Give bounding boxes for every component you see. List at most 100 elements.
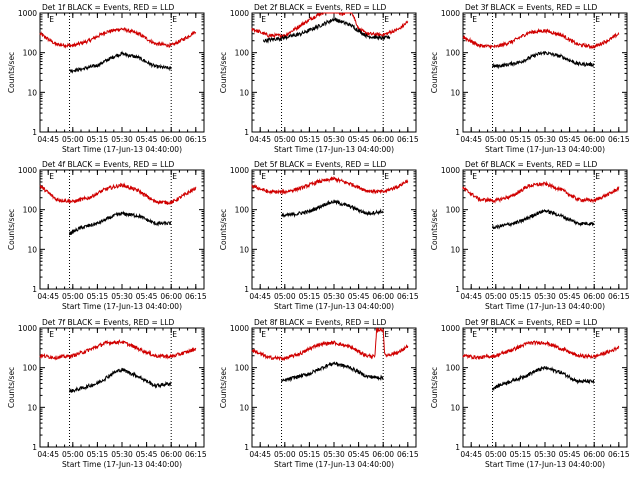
- plot-frame: [39, 12, 205, 133]
- y-tick-label: 1000: [18, 166, 37, 175]
- x-tick-label: 06:00: [583, 135, 605, 144]
- series-line: [39, 339, 197, 361]
- x-tick-label: 05:30: [111, 292, 133, 301]
- y-tick-label: 10: [239, 403, 249, 412]
- marker-label: E: [384, 15, 389, 24]
- y-tick-label: 100: [23, 49, 38, 58]
- x-axis-label: Start Time (17-Jun-13 04:40:00): [62, 460, 182, 469]
- panel-title: Det 4f BLACK = Events, RED = LLD: [42, 160, 175, 169]
- series-line: [39, 27, 197, 49]
- y-tick-label: 1000: [441, 324, 460, 333]
- x-tick-label: 05:30: [111, 450, 133, 459]
- y-tick-label: 1000: [441, 166, 460, 175]
- x-tick-label: 05:15: [87, 292, 109, 301]
- detector-panel: Det 9f BLACK = Events, RED = LLD 1 10 100 10…: [430, 318, 630, 469]
- x-tick-label: 05:15: [299, 292, 321, 301]
- y-tick-label: 1000: [230, 9, 249, 18]
- plot-frame: [251, 12, 417, 133]
- y-tick-label: 1: [244, 443, 249, 452]
- x-tick-label: 05:45: [348, 135, 370, 144]
- y-tick-label: 1000: [230, 324, 249, 333]
- x-tick-label: 05:00: [62, 135, 84, 144]
- marker-label: E: [172, 172, 177, 181]
- x-tick-label: 05:45: [348, 450, 370, 459]
- x-axis-label: Start Time (17-Jun-13 04:40:00): [62, 145, 182, 154]
- marker-label: E: [261, 330, 266, 339]
- y-tick-label: 1000: [230, 166, 249, 175]
- x-tick-label: 05:00: [274, 292, 296, 301]
- panel-title: Det 7f BLACK = Events, RED = LLD: [42, 318, 175, 327]
- y-tick-label: 1000: [441, 9, 460, 18]
- panel-title: Det 1f BLACK = Events, RED = LLD: [42, 3, 175, 12]
- x-tick-label: 05:15: [510, 450, 532, 459]
- x-tick-label: 05:30: [323, 450, 345, 459]
- detector-panel: Det 7f BLACK = Events, RED = LLD 1 10 100 10…: [7, 318, 207, 469]
- x-tick-label: 06:00: [583, 450, 605, 459]
- x-tick-label: 05:30: [534, 450, 556, 459]
- x-tick-label: 06:15: [608, 450, 630, 459]
- x-tick-label: 04:45: [249, 450, 271, 459]
- x-tick-label: 05:15: [299, 135, 321, 144]
- x-tick-label: 04:45: [460, 135, 482, 144]
- y-tick-label: 1: [32, 443, 37, 452]
- x-tick-label: 05:00: [274, 450, 296, 459]
- x-tick-label: 05:15: [510, 135, 532, 144]
- plot-frame: [39, 327, 205, 448]
- y-tick-label: 100: [23, 206, 38, 215]
- x-tick-label: 06:00: [583, 292, 605, 301]
- panel-title: Det 6f BLACK = Events, RED = LLD: [465, 160, 598, 169]
- x-tick-label: 05:00: [62, 450, 84, 459]
- detector-panel: Det 8f BLACK = Events, RED = LLD 1 10 100 10…: [219, 318, 419, 469]
- plot-frame: [462, 169, 628, 290]
- marker-label: E: [595, 172, 600, 181]
- detector-panel: Det 4f BLACK = Events, RED = LLD 1 10 100 10…: [7, 160, 207, 311]
- series-line: [251, 12, 409, 39]
- series-line: [69, 50, 172, 74]
- x-tick-label: 04:45: [37, 292, 59, 301]
- x-tick-label: 05:45: [136, 135, 158, 144]
- y-tick-label: 1: [455, 285, 460, 294]
- detector-panel: Det 6f BLACK = Events, RED = LLD 1 10 100 10…: [430, 160, 630, 311]
- y-tick-label: 10: [450, 88, 460, 97]
- panel-title: Det 5f BLACK = Events, RED = LLD: [254, 160, 387, 169]
- x-tick-label: 05:15: [87, 135, 109, 144]
- y-tick-label: 100: [446, 206, 461, 215]
- x-axis-label: Start Time (17-Jun-13 04:40:00): [485, 460, 605, 469]
- y-tick-label: 100: [235, 206, 250, 215]
- x-axis-label: Start Time (17-Jun-13 04:40:00): [274, 460, 394, 469]
- series-line: [492, 365, 595, 392]
- series-line: [39, 182, 197, 206]
- y-tick-label: 10: [27, 245, 37, 254]
- marker-label: E: [172, 15, 177, 24]
- y-axis-label: Counts/sec: [7, 367, 16, 408]
- x-axis-label: Start Time (17-Jun-13 04:40:00): [274, 302, 394, 311]
- series-line: [251, 175, 409, 196]
- series-line: [251, 327, 409, 362]
- x-tick-label: 05:45: [348, 292, 370, 301]
- x-tick-label: 05:45: [136, 450, 158, 459]
- x-tick-label: 05:15: [87, 450, 109, 459]
- marker-label: E: [472, 15, 477, 24]
- y-tick-label: 100: [446, 49, 461, 58]
- x-tick-label: 05:30: [534, 135, 556, 144]
- panel-title: Det 8f BLACK = Events, RED = LLD: [254, 318, 387, 327]
- y-tick-label: 1: [244, 285, 249, 294]
- x-tick-label: 05:30: [323, 135, 345, 144]
- y-tick-label: 1: [455, 128, 460, 137]
- y-tick-label: 100: [235, 49, 250, 58]
- x-tick-label: 06:00: [160, 450, 182, 459]
- x-tick-label: 06:15: [397, 292, 419, 301]
- x-tick-label: 04:45: [460, 292, 482, 301]
- y-tick-label: 100: [235, 364, 250, 373]
- x-tick-label: 06:00: [372, 450, 394, 459]
- y-tick-label: 1000: [18, 9, 37, 18]
- x-axis-label: Start Time (17-Jun-13 04:40:00): [485, 145, 605, 154]
- y-tick-label: 1: [244, 128, 249, 137]
- marker-label: E: [261, 172, 266, 181]
- x-tick-label: 05:00: [485, 292, 507, 301]
- x-tick-label: 05:30: [534, 292, 556, 301]
- y-tick-label: 10: [27, 403, 37, 412]
- x-tick-label: 05:45: [136, 292, 158, 301]
- marker-label: E: [172, 330, 177, 339]
- x-tick-label: 05:00: [485, 135, 507, 144]
